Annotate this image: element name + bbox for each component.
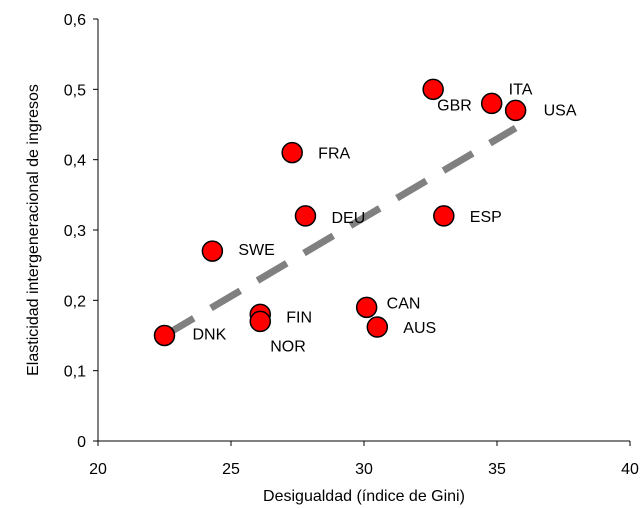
point-label-nor: NOR (270, 338, 306, 355)
tick-labels: 20 25 30 35 40 0 0,1 0,2 0,3 0,4 0,5 0,6 (64, 12, 639, 478)
point-label-dnk: DNK (193, 327, 227, 344)
y-tick-label: 0,3 (64, 223, 86, 240)
y-tick-label: 0 (77, 434, 86, 451)
point-label-fra: FRA (318, 146, 350, 163)
point-label-usa: USA (544, 102, 577, 119)
point-label-aus: AUS (403, 320, 436, 337)
data-point-can (355, 296, 378, 319)
data-point-usa (504, 99, 527, 122)
x-tick-label: 25 (222, 461, 240, 478)
point-label-esp: ESP (470, 209, 502, 226)
point-label-ita: ITA (509, 81, 533, 98)
y-axis-title: Elasticidad intergeneracional de ingreso… (25, 84, 42, 376)
point-label-fin: FIN (286, 309, 312, 326)
point-labels: DNK SWE FIN NOR FRA DEU CAN AUS GBR ESP ITA USA (193, 81, 577, 355)
x-tick-label: 40 (621, 461, 639, 478)
axes (97, 19, 630, 442)
y-tick-label: 0,6 (64, 12, 86, 29)
point-label-can: CAN (387, 295, 421, 312)
y-tick-label: 0,2 (64, 293, 86, 310)
x-axis-title: Desigualdad (índice de Gini) (263, 488, 465, 505)
data-point-gbr (422, 78, 444, 101)
data-point-deu (294, 205, 317, 227)
y-tick-label: 0,5 (64, 82, 86, 99)
data-point-nor (249, 310, 272, 333)
data-point-esp (433, 205, 455, 227)
data-point-dnk (153, 324, 176, 347)
point-label-swe: SWE (238, 242, 274, 259)
x-tick-label: 20 (89, 461, 107, 478)
data-point-swe (201, 240, 224, 262)
x-tick-label: 35 (488, 461, 506, 478)
data-point-fra (281, 141, 303, 164)
data-point-aus (366, 316, 389, 338)
data-point-ita (480, 92, 503, 115)
point-label-gbr: GBR (437, 97, 472, 114)
y-tick-label: 0,1 (64, 364, 86, 381)
data-points (153, 78, 527, 347)
x-tick-label: 30 (355, 461, 373, 478)
point-label-deu: DEU (331, 210, 365, 227)
trendline (162, 125, 518, 339)
y-tick-label: 0,4 (64, 153, 86, 170)
